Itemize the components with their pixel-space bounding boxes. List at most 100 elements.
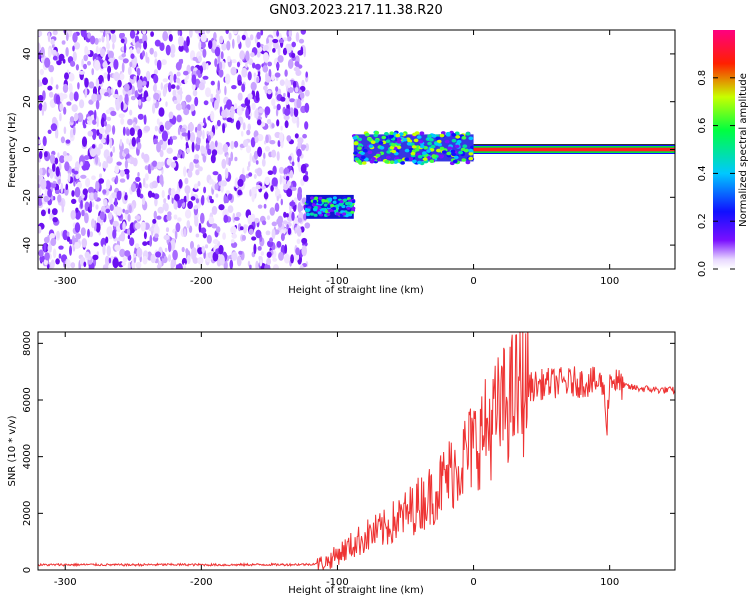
spectrogram-cell xyxy=(153,69,158,75)
spectrogram-cell xyxy=(170,84,176,89)
spectrogram-cell xyxy=(300,144,307,149)
spectrogram-cell xyxy=(454,131,460,136)
colorbar-tick-label: 0.4 xyxy=(697,165,708,181)
spectrogram-cell xyxy=(297,142,302,149)
spectrogram-cell xyxy=(184,77,188,85)
spectrogram-band-core xyxy=(473,147,675,152)
spectrogram-cell xyxy=(468,151,474,156)
spectrogram-cell xyxy=(156,59,162,71)
spectrogram-xtick-label: 0 xyxy=(470,276,476,287)
spectrogram-cell xyxy=(301,79,305,88)
spectrogram-cell xyxy=(217,173,222,183)
spectrogram-cell xyxy=(123,83,130,92)
spectrogram-cell xyxy=(218,68,224,78)
spectrogram-cell xyxy=(185,94,192,103)
spectrogram-cell xyxy=(83,54,88,62)
spectrogram-cell xyxy=(163,234,170,241)
spectrogram-cell xyxy=(60,182,64,194)
spectrogram-cell xyxy=(221,43,227,51)
spectrogram-cell xyxy=(167,82,172,93)
spectrogram-cell xyxy=(52,248,57,259)
spectrogram-cell xyxy=(275,108,279,117)
spectrogram-cell xyxy=(412,132,417,137)
spectrogram-cell xyxy=(153,74,159,84)
spectrogram-cell xyxy=(220,180,227,187)
spectrogram-cell xyxy=(96,129,100,137)
spectrogram-cell xyxy=(396,140,402,144)
spectrogram-cell xyxy=(364,132,370,137)
spectrogram-cell xyxy=(218,204,225,211)
spectrogram-cell xyxy=(287,87,294,93)
spectrogram-cell xyxy=(74,186,81,198)
spectrogram-cell xyxy=(296,98,302,109)
spectrogram-cell xyxy=(189,132,196,143)
spectrogram-cell xyxy=(162,88,167,97)
spectrogram-cell xyxy=(305,171,308,176)
spectrogram-cell xyxy=(422,151,427,155)
spectrogram-cell xyxy=(144,183,149,189)
spectrogram-cell xyxy=(111,33,117,44)
spectrogram-cell xyxy=(142,255,148,265)
spectrogram-cell xyxy=(240,130,244,137)
spectrogram-cell xyxy=(295,32,300,42)
spectrogram-cell xyxy=(118,94,123,103)
spectrogram-cell xyxy=(43,195,49,203)
spectrogram-cell xyxy=(300,163,307,174)
spectrogram-cell xyxy=(286,135,292,142)
spectrogram-cell xyxy=(260,30,264,36)
spectrogram-cell xyxy=(395,133,401,138)
spectrogram-cell xyxy=(91,93,98,102)
spectrogram-cell xyxy=(119,138,123,147)
spectrogram-cell xyxy=(416,135,422,139)
spectrogram-cell xyxy=(310,196,314,200)
spectrogram-cell xyxy=(181,246,185,253)
spectrogram-cell xyxy=(246,129,251,136)
spectrogram-cell xyxy=(275,86,279,92)
spectrogram-cell xyxy=(291,161,295,167)
spectrogram-cell xyxy=(84,77,89,88)
spectrogram-cell xyxy=(234,177,240,189)
spectrogram-cell xyxy=(178,44,184,52)
spectrogram-cell xyxy=(175,103,183,111)
spectrogram-cell xyxy=(145,51,148,63)
spectrogram-cell xyxy=(326,204,331,208)
spectrogram-cell xyxy=(183,40,187,51)
spectrogram-cell xyxy=(396,142,401,147)
spectrogram-cell xyxy=(304,89,310,97)
spectrogram-cell xyxy=(144,165,149,171)
spectrogram-cell xyxy=(38,30,43,37)
spectrogram-cell xyxy=(186,220,191,229)
spectrogram-cell xyxy=(129,237,135,247)
spectrogram-cell xyxy=(216,226,221,234)
spectrogram-cell xyxy=(226,40,231,51)
spectrogram-cell xyxy=(446,151,452,156)
spectrogram-cell xyxy=(283,211,287,218)
spectrogram-cell xyxy=(318,196,323,200)
spectrogram-cell xyxy=(95,204,99,210)
spectrogram-cell xyxy=(339,203,344,207)
spectrogram-cell xyxy=(269,207,275,216)
spectrogram-cell xyxy=(99,88,106,95)
spectrogram-cell xyxy=(227,55,231,63)
spectrogram-cell xyxy=(384,160,390,164)
snr-xtick-label: -100 xyxy=(326,577,349,588)
spectrogram-cell xyxy=(77,82,80,90)
spectrogram-cell xyxy=(52,162,56,172)
colorbar-tick-label: 0.8 xyxy=(697,70,708,86)
spectrogram-cell xyxy=(54,175,61,180)
spectrogram-cell xyxy=(135,176,141,182)
spectrogram-cell xyxy=(156,175,161,184)
spectrogram-cell xyxy=(39,255,46,263)
spectrogram-cell xyxy=(259,259,263,267)
spectrogram-cell xyxy=(208,135,211,142)
spectrogram-cell xyxy=(227,157,232,167)
spectrogram-cell xyxy=(153,51,158,58)
spectrogram-cell xyxy=(224,85,227,96)
spectrogram-cell xyxy=(87,228,90,238)
spectrogram-cell xyxy=(119,178,126,183)
spectrogram-cell xyxy=(95,78,100,88)
spectrogram-cell xyxy=(120,38,125,44)
spectrogram-cell xyxy=(277,45,281,56)
